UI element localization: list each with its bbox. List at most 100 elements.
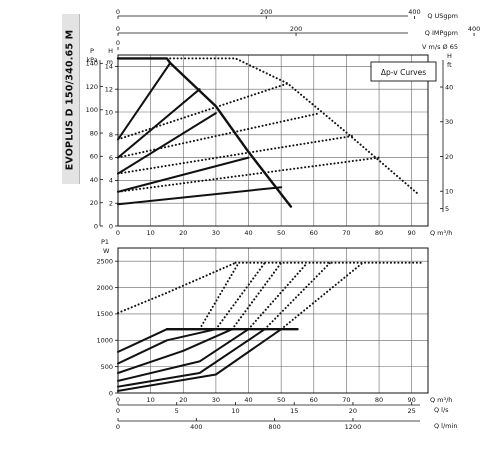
x-tick-label: 10 <box>146 229 154 237</box>
series-line-1 <box>117 328 217 365</box>
y-tick-label: 4 <box>109 177 113 185</box>
y-tick-label: 0 <box>109 389 113 397</box>
series-line-9 <box>198 261 240 331</box>
series-line-3 <box>117 88 201 159</box>
series-line-6 <box>117 186 283 206</box>
y-tick-label: 6 <box>109 154 113 162</box>
ft-tick-label: 30 <box>445 118 453 126</box>
series-line-8 <box>117 112 322 159</box>
series-line-4 <box>117 112 217 175</box>
model-tab <box>62 14 80 184</box>
top-axis-label: Q IMPgpm <box>425 29 458 37</box>
x-tick-label: 30 <box>212 229 220 237</box>
x-tick-label: 60 <box>310 396 318 404</box>
plot-frame <box>117 247 429 394</box>
series-line-0 <box>116 57 293 208</box>
pressure-tick-label: 80 <box>90 129 98 137</box>
series-line-2 <box>117 62 172 141</box>
legend-box <box>370 61 437 82</box>
pressure-axis-label: P <box>90 47 94 55</box>
top-axis-tick-label: 0 <box>116 39 120 47</box>
series-line-1 <box>169 57 420 196</box>
pressure-tick-label: 100 <box>86 106 98 114</box>
head-chart: 02468101214Hm020406080100120140PkPa51020… <box>86 8 481 237</box>
top-axis-label: V m/s Ø 65 <box>422 43 458 51</box>
y-tick-label: 12 <box>105 86 113 94</box>
series-line-3 <box>117 328 250 382</box>
pressure-tick-label: 0 <box>94 222 98 230</box>
top-axis-label: Q USgpm <box>427 12 458 20</box>
series-line-12 <box>247 261 309 331</box>
pressure-tick-label: 140 <box>86 60 98 68</box>
y-tick-label: 0 <box>109 222 113 230</box>
ft-tick-label: 10 <box>445 188 453 196</box>
x-axis-label: Q m³/h <box>430 229 452 237</box>
series-line-10 <box>117 156 381 193</box>
top-axis-tick-label: 0 <box>116 25 120 33</box>
plot-frame <box>117 54 429 227</box>
series-line-10 <box>214 261 266 331</box>
x-tick-label: 90 <box>408 396 416 404</box>
ft-axis-label: H <box>447 52 452 60</box>
y-tick-label: 8 <box>109 131 113 139</box>
x-tick-label: 0 <box>116 229 120 237</box>
x-tick-label: 40 <box>244 396 252 404</box>
top-axis-tick-label: 400 <box>408 8 420 16</box>
x-tick-label: 40 <box>244 229 252 237</box>
y-axis-label: P1 <box>101 238 109 246</box>
y-tick-label: 2500 <box>96 257 113 265</box>
series-line-8 <box>117 261 237 314</box>
y-axis-label: H <box>108 47 113 55</box>
series-line-9 <box>117 134 354 175</box>
y-tick-label: 10 <box>105 108 113 116</box>
series-line-7 <box>117 82 289 141</box>
top-axis-tick-label: 200 <box>260 8 272 16</box>
legend-label: Δp-v Curves <box>381 68 426 77</box>
x-tick-label: 50 <box>277 229 285 237</box>
bottom-axis-tick-label: 400 <box>190 423 202 431</box>
y-tick-label: 1000 <box>96 337 113 345</box>
bottom-axis-label: Q l/s <box>434 406 449 414</box>
series-line-13 <box>263 261 332 331</box>
y-tick-label: 1500 <box>96 310 113 318</box>
series-line-5 <box>117 156 250 193</box>
x-tick-label: 70 <box>342 229 350 237</box>
bottom-axis-tick-label: 10 <box>231 407 239 415</box>
x-axis-label: Q m³/h <box>430 396 452 404</box>
y-axis-unit: W <box>103 247 110 255</box>
series-line-14 <box>280 261 364 331</box>
bottom-axis-tick-label: 20 <box>349 407 357 415</box>
x-tick-label: 70 <box>342 396 350 404</box>
x-tick-label: 60 <box>310 229 318 237</box>
pressure-tick-label: 40 <box>90 176 98 184</box>
pressure-tick-label: 20 <box>90 199 98 207</box>
bottom-axis-label: Q l/min <box>434 422 457 430</box>
x-tick-label: 80 <box>375 229 383 237</box>
x-tick-label: 10 <box>146 396 154 404</box>
y-tick-label: 2000 <box>96 284 113 292</box>
bottom-axis-tick-label: 5 <box>175 407 179 415</box>
pressure-axis-unit: kPa <box>86 56 97 64</box>
bottom-axis-tick-label: 1200 <box>345 423 362 431</box>
x-tick-label: 20 <box>179 396 187 404</box>
bottom-axis-tick-label: 15 <box>290 407 298 415</box>
top-axis-tick-label: 0 <box>116 8 120 16</box>
y-tick-label: 2 <box>109 200 113 208</box>
ft-tick-label: 40 <box>445 83 453 91</box>
x-tick-label: 80 <box>375 396 383 404</box>
bottom-axis-tick-label: 0 <box>116 407 120 415</box>
ft-tick-label: 5 <box>445 205 449 213</box>
pressure-tick-label: 120 <box>86 83 98 91</box>
x-tick-label: 30 <box>212 396 220 404</box>
y-axis-unit: m <box>107 58 113 66</box>
top-axis-tick-label: 200 <box>290 25 302 33</box>
bottom-axis-tick-label: 25 <box>408 407 416 415</box>
series-line-4 <box>117 328 266 388</box>
pressure-tick-label: 60 <box>90 153 98 161</box>
series-line-11 <box>231 261 283 331</box>
bottom-axis-tick-label: 800 <box>268 423 280 431</box>
x-tick-label: 90 <box>408 229 416 237</box>
y-tick-label: 14 <box>105 63 113 71</box>
